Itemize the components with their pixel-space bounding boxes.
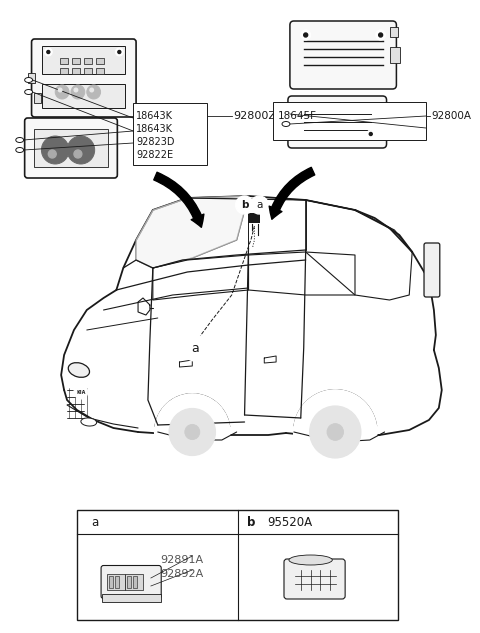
Circle shape (67, 136, 95, 164)
Text: 18643K: 18643K (136, 111, 173, 121)
Text: 92800Z: 92800Z (234, 111, 276, 121)
Ellipse shape (81, 418, 96, 426)
Bar (96, 68, 104, 74)
Circle shape (301, 30, 311, 40)
Text: 92800A: 92800A (431, 111, 471, 121)
Circle shape (41, 136, 69, 164)
FancyBboxPatch shape (290, 21, 396, 89)
Circle shape (327, 423, 344, 441)
Circle shape (86, 513, 104, 531)
Circle shape (185, 424, 200, 439)
Text: 92822E: 92822E (136, 150, 173, 160)
FancyArrowPatch shape (269, 167, 315, 219)
Bar (108, 574, 125, 590)
Circle shape (44, 48, 52, 56)
Circle shape (310, 406, 361, 458)
FancyBboxPatch shape (424, 243, 440, 297)
Circle shape (90, 88, 94, 92)
Circle shape (87, 85, 101, 99)
Circle shape (236, 196, 253, 214)
Text: b: b (247, 515, 256, 529)
Circle shape (47, 51, 50, 54)
Bar (391, 47, 400, 63)
Bar (133, 576, 137, 588)
Bar (72, 68, 80, 74)
Circle shape (182, 335, 208, 361)
Polygon shape (136, 196, 249, 268)
Bar (84, 68, 92, 74)
Circle shape (367, 130, 375, 138)
Ellipse shape (68, 363, 89, 377)
Bar (28, 73, 36, 83)
Circle shape (48, 150, 56, 158)
Text: a: a (91, 515, 98, 529)
Circle shape (294, 390, 377, 474)
FancyBboxPatch shape (284, 559, 345, 599)
Bar (391, 27, 398, 37)
Text: 95520A: 95520A (267, 515, 312, 529)
Text: a: a (192, 341, 199, 354)
FancyBboxPatch shape (101, 565, 161, 598)
Bar (115, 576, 120, 588)
Bar (249, 213, 260, 223)
Bar (77, 510, 398, 620)
Bar (125, 574, 143, 590)
Circle shape (169, 408, 216, 456)
Text: 18645F: 18645F (278, 111, 317, 121)
Bar (34, 129, 108, 167)
Circle shape (55, 85, 69, 99)
Bar (300, 106, 375, 138)
Bar (42, 46, 125, 74)
Circle shape (74, 150, 82, 158)
Bar (60, 58, 68, 64)
Ellipse shape (282, 122, 290, 127)
FancyBboxPatch shape (32, 39, 136, 117)
Circle shape (71, 85, 85, 99)
Circle shape (155, 394, 230, 470)
Text: 92823D: 92823D (136, 137, 175, 147)
Bar (133, 103, 207, 165)
Ellipse shape (24, 89, 33, 94)
Ellipse shape (24, 77, 33, 82)
Circle shape (369, 132, 372, 135)
FancyBboxPatch shape (288, 96, 386, 148)
Bar (42, 84, 125, 108)
Text: a: a (256, 200, 263, 210)
Circle shape (74, 88, 78, 92)
Bar (102, 594, 161, 602)
Bar (273, 102, 426, 140)
Ellipse shape (16, 147, 24, 153)
Circle shape (251, 196, 268, 214)
Bar (60, 68, 68, 74)
Ellipse shape (289, 555, 332, 565)
Text: 18643K: 18643K (136, 124, 173, 134)
Bar (127, 576, 131, 588)
Circle shape (59, 88, 62, 92)
Bar (109, 576, 113, 588)
Circle shape (242, 513, 260, 531)
Text: 92891A: 92891A (161, 555, 204, 565)
Text: b: b (241, 200, 248, 210)
Bar (72, 58, 80, 64)
Text: 92892A: 92892A (161, 569, 204, 579)
FancyArrowPatch shape (154, 172, 204, 227)
FancyBboxPatch shape (24, 118, 117, 178)
Bar (84, 58, 92, 64)
Circle shape (379, 33, 383, 37)
Circle shape (304, 33, 308, 37)
Bar (96, 58, 104, 64)
Circle shape (74, 385, 88, 399)
Text: KIA: KIA (76, 389, 85, 394)
Circle shape (376, 30, 385, 40)
Circle shape (115, 48, 123, 56)
Bar (34, 93, 41, 103)
Circle shape (118, 51, 121, 54)
Ellipse shape (16, 137, 24, 142)
